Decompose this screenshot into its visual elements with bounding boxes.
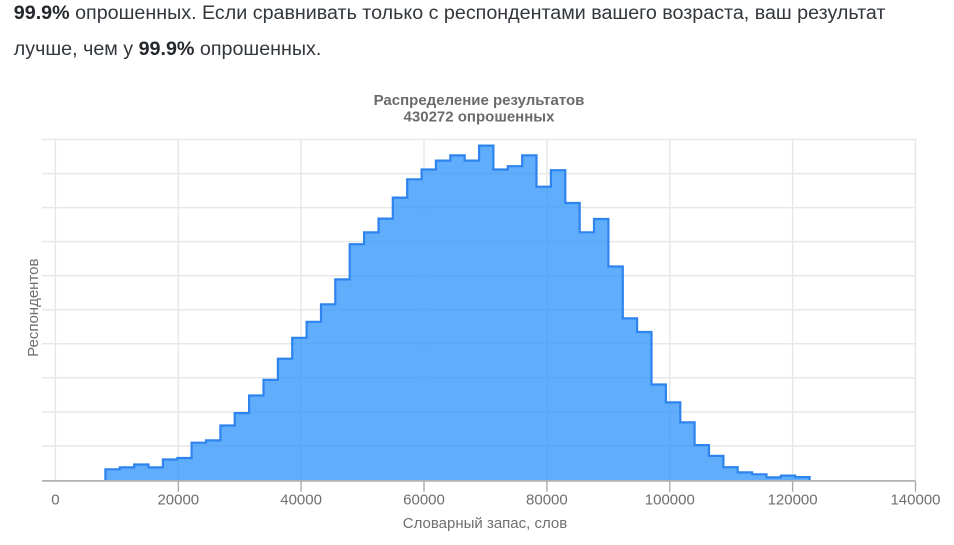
- svg-text:Словарный запас, слов: Словарный запас, слов: [403, 515, 567, 532]
- svg-text:Распределение результатов: Распределение результатов: [374, 92, 585, 109]
- svg-text:60000: 60000: [403, 491, 445, 508]
- svg-text:140000: 140000: [890, 491, 940, 508]
- svg-text:430272 опрошенных: 430272 опрошенных: [404, 109, 556, 126]
- svg-text:20000: 20000: [157, 491, 199, 508]
- svg-text:100000: 100000: [645, 491, 695, 508]
- svg-text:0: 0: [51, 491, 59, 508]
- svg-text:Респондентов: Респондентов: [25, 259, 42, 357]
- svg-text:120000: 120000: [768, 491, 818, 508]
- svg-text:80000: 80000: [526, 491, 568, 508]
- svg-text:40000: 40000: [280, 491, 322, 508]
